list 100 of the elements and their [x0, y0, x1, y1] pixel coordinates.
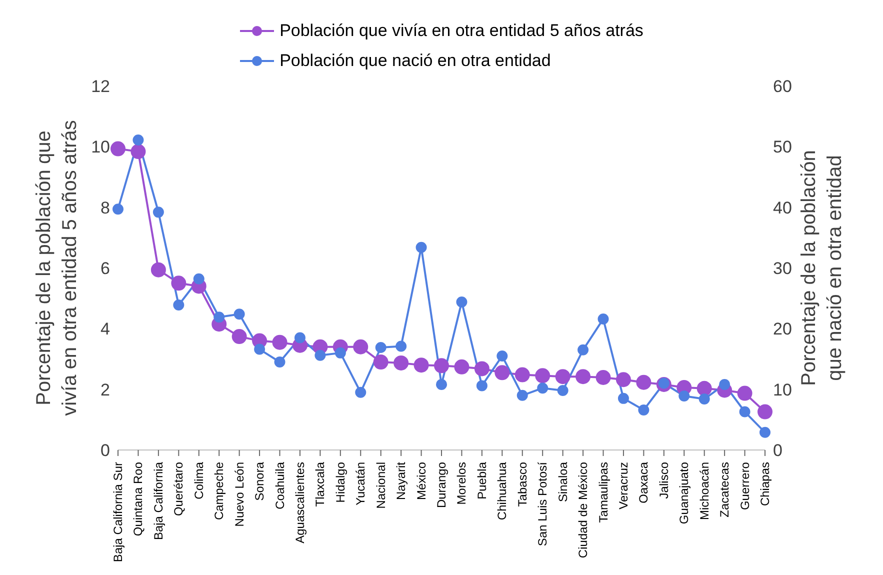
x-tick-label: Yucatán	[354, 462, 368, 506]
x-tick-label: Michoacán	[697, 462, 712, 520]
point	[314, 350, 326, 361]
point	[294, 332, 306, 344]
point	[616, 372, 631, 388]
y-tick-label: 6	[100, 259, 110, 278]
point	[130, 144, 146, 160]
legend-label: Población que vivía en otra entidad 5 años atrás	[280, 20, 644, 42]
x-tick-label: Hidalgo	[333, 462, 348, 503]
y2-tick-label: 60	[773, 77, 792, 96]
point	[150, 262, 166, 278]
x-tick-label: Nacional	[374, 462, 388, 509]
legend-label: Población que nació en otra entidad	[280, 50, 551, 72]
x-tick-label: Tlaxcala	[313, 462, 328, 507]
point	[555, 369, 570, 384]
point	[132, 134, 144, 146]
y-tick-label: 10	[91, 138, 110, 157]
point	[171, 276, 186, 291]
x-tick-label: Guanajuato	[677, 462, 692, 524]
x-tick-label: Colima	[192, 462, 206, 500]
y2-tick-label: 10	[773, 380, 792, 400]
x-tick-label: Sinaloa	[556, 462, 570, 502]
y-tick-label: 8	[100, 198, 110, 218]
point	[636, 374, 652, 390]
point	[394, 355, 409, 370]
point	[373, 354, 388, 370]
y2-tick-label: 0	[773, 441, 782, 460]
point	[474, 361, 490, 376]
point	[434, 358, 449, 374]
x-tick-label: Baja California	[151, 462, 166, 540]
y-tick-label: 12	[91, 77, 110, 96]
point	[254, 344, 266, 355]
x-tick-label: Aguascalientes	[292, 462, 307, 544]
point	[578, 344, 589, 356]
x-tick-label: Sonora	[252, 462, 267, 501]
point	[596, 370, 611, 386]
point	[334, 347, 346, 358]
point	[274, 356, 286, 368]
point	[760, 426, 770, 438]
point	[193, 273, 204, 284]
x-tick-label: Coahuila	[272, 462, 287, 510]
y2-tick-label: 30	[773, 259, 792, 278]
point	[514, 367, 530, 382]
x-tick-label: Guerrero	[738, 462, 752, 510]
x-tick-label: Quintana Roo	[131, 462, 146, 536]
y2-tick-label: 40	[773, 198, 792, 218]
point	[557, 385, 568, 396]
point	[173, 300, 184, 311]
y2-tick-label: 20	[773, 320, 792, 339]
point	[618, 392, 629, 404]
x-tick-label: Ciudad de México	[576, 462, 590, 558]
point	[353, 339, 368, 354]
x-tick-label: Campeche	[212, 462, 226, 520]
point	[758, 404, 772, 420]
y-tick-label: 0	[100, 441, 110, 460]
point	[414, 358, 429, 373]
x-tick-label: Oaxaca	[636, 462, 651, 504]
point	[355, 386, 366, 398]
point	[737, 386, 752, 401]
point	[272, 334, 288, 350]
point	[454, 359, 470, 374]
point	[416, 242, 427, 253]
x-tick-label: Querétaro	[172, 462, 186, 516]
point	[638, 404, 650, 416]
point	[696, 380, 712, 396]
y-tick-label: 4	[100, 320, 110, 339]
y-axis-title: Porcentaje de la población que vivía en otra entidad 5 años atrás	[33, 120, 81, 416]
point	[436, 378, 447, 390]
point	[535, 368, 550, 384]
point	[678, 390, 690, 402]
x-tick-label: Zacatecas	[718, 462, 732, 518]
y2-tick-label: 50	[773, 138, 792, 157]
x-tick-label: México	[414, 462, 428, 500]
x-tick-label: Chihuahua	[495, 462, 510, 520]
x-tick-label: Chiapas	[758, 462, 772, 506]
x-tick-label: Tamaulipas	[596, 462, 610, 523]
point	[719, 378, 730, 390]
y-tick-label: 2	[100, 380, 110, 400]
x-tick-label: Puebla	[474, 462, 489, 500]
point	[576, 369, 591, 384]
point	[152, 206, 164, 218]
point	[494, 365, 510, 380]
y2-axis-title: Porcentaje de la población que nació en otra entidad	[798, 150, 846, 386]
point	[375, 342, 386, 353]
point	[598, 313, 609, 324]
x-tick-label: Durango	[434, 462, 448, 508]
point	[214, 312, 225, 323]
point	[396, 340, 407, 352]
x-tick-label: Baja California Sur	[111, 462, 125, 562]
point	[537, 382, 548, 394]
x-tick-label: Tabasco	[515, 462, 530, 507]
x-tick-label: Jalisco	[656, 462, 671, 499]
point	[232, 329, 247, 344]
x-tick-label: Morelos	[454, 462, 469, 505]
point	[739, 406, 750, 418]
point	[456, 296, 468, 308]
point	[234, 308, 245, 320]
point	[112, 204, 124, 215]
point	[698, 394, 710, 405]
x-tick-label: Nuevo León	[232, 462, 246, 527]
